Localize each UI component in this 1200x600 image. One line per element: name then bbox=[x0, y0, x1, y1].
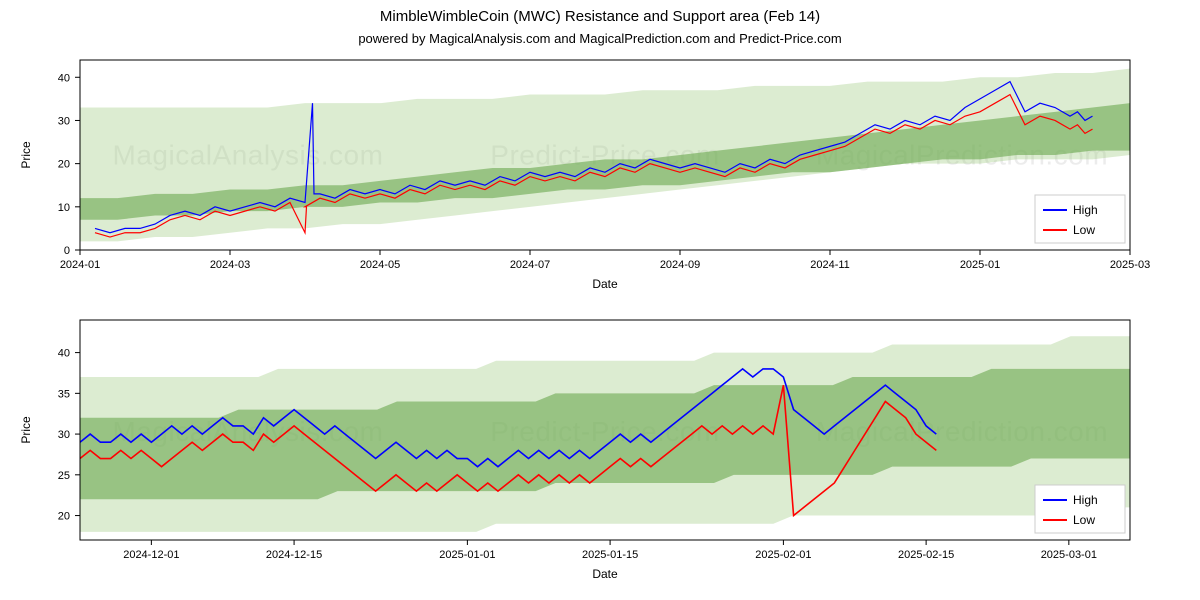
top-chart: MagicalAnalysis.comPredict-Price.comMagi… bbox=[0, 50, 1200, 310]
y-tick-label: 30 bbox=[58, 115, 70, 127]
y-tick-label: 20 bbox=[58, 511, 70, 523]
x-tick-label: 2025-01 bbox=[960, 259, 1000, 271]
y-tick-label: 20 bbox=[58, 159, 70, 171]
x-axis-label: Date bbox=[592, 567, 618, 581]
legend: High Low bbox=[1035, 485, 1125, 533]
chart-title: MimbleWimbleCoin (MWC) Resistance and Su… bbox=[0, 0, 1200, 25]
x-tick-label: 2025-02-01 bbox=[755, 549, 811, 561]
x-tick-label: 2025-01-01 bbox=[439, 549, 495, 561]
x-tick-label: 2025-02-15 bbox=[898, 549, 954, 561]
y-tick-label: 35 bbox=[58, 388, 70, 400]
x-tick-label: 2024-11 bbox=[810, 259, 850, 271]
x-tick-label: 2025-03 bbox=[1110, 259, 1150, 271]
legend: High Low bbox=[1035, 195, 1125, 243]
x-tick-label: 2024-01 bbox=[60, 259, 100, 271]
x-axis-label: Date bbox=[592, 277, 618, 291]
x-tick-label: 2025-01-15 bbox=[582, 549, 638, 561]
y-tick-label: 40 bbox=[58, 348, 70, 360]
x-tick-label: 2024-12-15 bbox=[266, 549, 322, 561]
y-tick-label: 40 bbox=[58, 72, 70, 84]
y-tick-label: 25 bbox=[58, 470, 70, 482]
x-tick-label: 2024-03 bbox=[210, 259, 250, 271]
bottom-chart: MagicalAnalysis.comPredict-Price.comMagi… bbox=[0, 310, 1200, 590]
legend-label-high: High bbox=[1073, 493, 1098, 507]
y-axis-label: Price bbox=[19, 416, 33, 444]
chart-subtitle: powered by MagicalAnalysis.com and Magic… bbox=[0, 25, 1200, 50]
x-tick-label: 2024-09 bbox=[660, 259, 700, 271]
legend-label-low: Low bbox=[1073, 223, 1095, 237]
x-tick-label: 2025-03-01 bbox=[1041, 549, 1097, 561]
legend-label-low: Low bbox=[1073, 513, 1095, 527]
y-tick-label: 10 bbox=[58, 202, 70, 214]
y-axis-label: Price bbox=[19, 141, 33, 169]
x-tick-label: 2024-05 bbox=[360, 259, 400, 271]
y-tick-label: 30 bbox=[58, 429, 70, 441]
x-tick-label: 2024-12-01 bbox=[123, 549, 179, 561]
legend-label-high: High bbox=[1073, 203, 1098, 217]
x-tick-label: 2024-07 bbox=[510, 259, 550, 271]
y-tick-label: 0 bbox=[64, 245, 70, 257]
